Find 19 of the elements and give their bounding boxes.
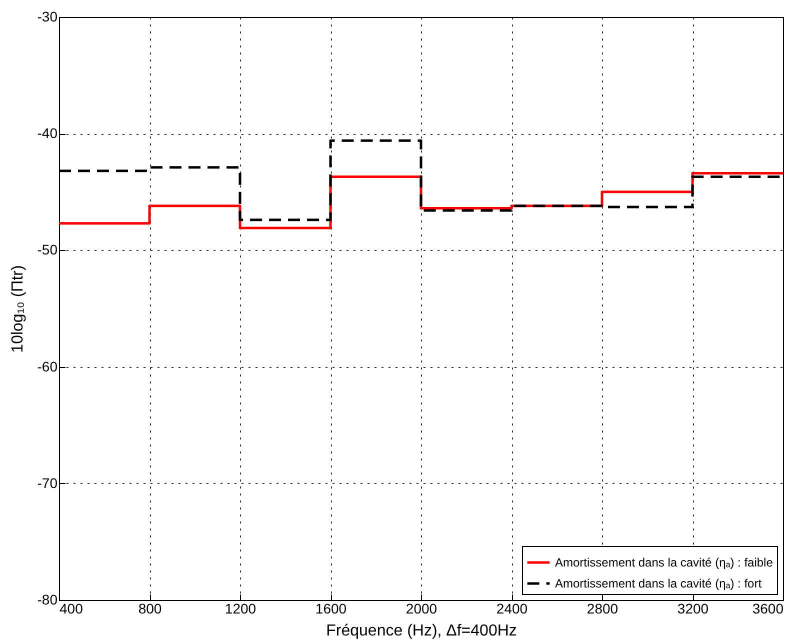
x-tick-label: 2800: [586, 600, 618, 616]
y-tick-label: -60: [37, 358, 58, 374]
y-tick-label: -40: [37, 125, 58, 142]
x-tick-label: 3200: [677, 600, 709, 616]
y-tick-label: -30: [37, 8, 58, 24]
legend-label: Amortissement dans la cavité (ηₐ) : fort: [555, 576, 762, 590]
x-tick-label: 2400: [496, 600, 528, 616]
x-tick-label: 1600: [315, 600, 347, 616]
x-tick-label: 1200: [224, 600, 256, 616]
y-tick-label: -50: [37, 242, 58, 258]
x-tick-label: 3600: [752, 600, 784, 616]
y-tick-label: -80: [37, 592, 58, 608]
legend-label: Amortissement dans la cavité (ηₐ) : faible: [555, 556, 774, 570]
x-axis-title: Fréquence (Hz), Δf=400Hz: [326, 622, 517, 640]
y-tick-label: -70: [37, 474, 58, 491]
x-tick-label: 400: [60, 600, 84, 616]
y-axis-title: 10log₁₀ (Πtr): [9, 265, 26, 353]
x-tick-label: 800: [138, 600, 162, 616]
x-tick-label: 2000: [406, 600, 438, 616]
